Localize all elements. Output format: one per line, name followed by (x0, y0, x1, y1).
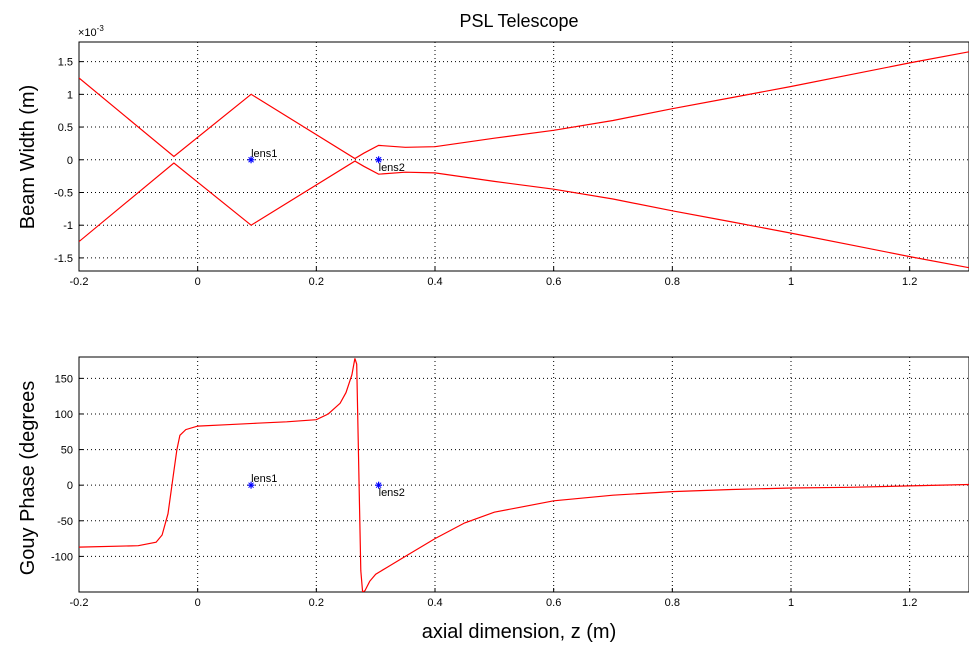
y-axis-label-gouy-phase: Gouy Phase (degrees (17, 381, 39, 576)
x-tick-label: 0 (195, 276, 201, 288)
y-tick-label: -1.5 (54, 253, 73, 265)
y-tick-label: -0.5 (54, 187, 73, 199)
lens-marker-2 (375, 156, 383, 164)
y-tick-label: 1 (67, 89, 73, 101)
x-tick-label: 0.6 (546, 276, 561, 288)
y-tick-label: 50 (61, 445, 73, 457)
y-tick-label: 1.5 (58, 57, 73, 69)
y-axis-label-beam-width: Beam Width (m) (17, 85, 39, 229)
series-line-1 (79, 51, 969, 160)
y-tick-label: 150 (55, 373, 73, 385)
x-axis-label: axial dimension, z (m) (422, 621, 617, 643)
y-tick-label: 0 (67, 480, 73, 492)
lens-label-1: lens1 (251, 473, 277, 485)
lens-label-2: lens2 (379, 487, 405, 499)
chart-title: PSL Telescope (459, 11, 578, 31)
x-tick-label: 0 (195, 597, 201, 609)
lens-marker-1 (247, 481, 255, 489)
x-tick-label: 1 (788, 597, 794, 609)
beam-width-plot: -0.2 0 0.2 0.4 0.6 0.8 1 1.2 1.5 1 0.5 0 -0.5 -1 -1.5 l… (54, 41, 969, 288)
lens-marker-2 (375, 481, 383, 489)
x-tick-label: 0.8 (665, 276, 680, 288)
y-tick-label: 100 (55, 409, 73, 421)
series-line-1 (79, 358, 969, 592)
lens-label-1: lens1 (251, 148, 277, 160)
y-tick-label: -100 (51, 551, 73, 563)
y-tick-label: -1 (63, 220, 73, 232)
axes-box (78, 356, 969, 593)
x-tick-label: 0.8 (665, 597, 680, 609)
lens-marker-1 (247, 156, 255, 164)
x-tick-label: 0.4 (427, 276, 442, 288)
x-tick-label: -0.2 (70, 597, 89, 609)
x-tick-label: 1.2 (902, 597, 917, 609)
y-tick-label: 0 (67, 155, 73, 167)
x-tick-label: 1.2 (902, 276, 917, 288)
gouy-phase-plot: -0.2 0 0.2 0.4 0.6 0.8 1 1.2 150 100 50 0 -50 -100 len… (51, 356, 969, 609)
x-tick-label: 0.6 (546, 597, 561, 609)
series-line-2 (79, 160, 969, 269)
x-tick-label: -0.2 (70, 276, 89, 288)
x-tick-label: 0.4 (427, 597, 442, 609)
x-tick-label: 1 (788, 276, 794, 288)
axes-box (78, 41, 969, 272)
lens-label-2: lens2 (379, 162, 405, 174)
y-tick-label: -50 (57, 516, 73, 528)
x-tick-label: 0.2 (309, 276, 324, 288)
y-tick-label: 0.5 (58, 122, 73, 134)
x-tick-label: 0.2 (309, 597, 324, 609)
